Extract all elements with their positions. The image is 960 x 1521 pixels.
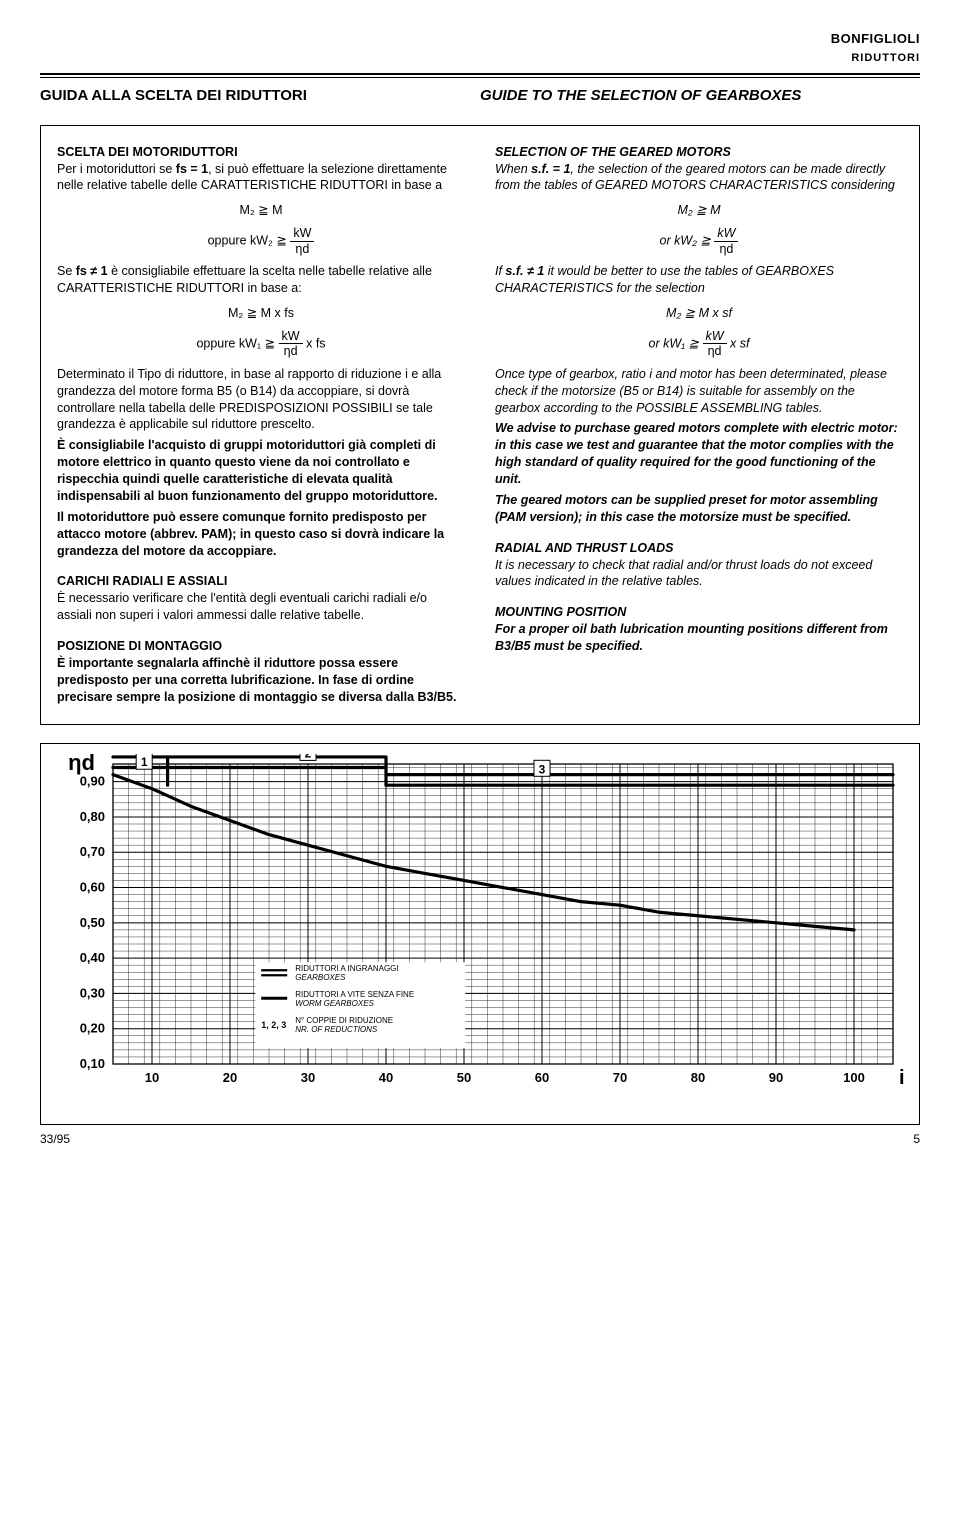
l-frac2-num: kW <box>279 330 303 345</box>
rule-top <box>40 73 920 75</box>
r-f2a: M₂ ≧ M x sf <box>495 305 903 322</box>
l-h3: POSIZIONE DI MONTAGGIO <box>57 639 222 653</box>
r-f1a: M₂ ≧ M <box>495 202 903 219</box>
l-p2a: Se <box>57 264 76 278</box>
r-h1: SELECTION OF THE GEARED MOTORS <box>495 145 731 159</box>
r-p3: Once type of gearbox, ratio i and motor … <box>495 366 903 417</box>
svg-text:WORM GEARBOXES: WORM GEARBOXES <box>295 999 374 1008</box>
r-p2b: s.f. ≠ 1 <box>505 264 544 278</box>
r-h2: RADIAL AND THRUST LOADS <box>495 541 673 555</box>
svg-text:2: 2 <box>305 754 312 760</box>
r-frac-num: kW <box>714 227 738 242</box>
r-p6: It is necessary to check that radial and… <box>495 558 872 589</box>
l-p1a: Per i motoriduttori se <box>57 162 176 176</box>
l-p2c: è consigliabile effettuare la scelta nel… <box>57 264 432 295</box>
main-content-box: SCELTA DEI MOTORIDUTTORI Per i motoridut… <box>40 125 920 725</box>
l-p7: È importante segnalarla affinchè il ridu… <box>57 656 456 704</box>
col-left: SCELTA DEI MOTORIDUTTORI Per i motoridut… <box>57 140 465 710</box>
l-frac2-den: ηd <box>279 344 303 358</box>
l-h2: CARICHI RADIALI E ASSIALI <box>57 574 227 588</box>
title-right: GUIDE TO THE SELECTION OF GEARBOXES <box>480 86 920 106</box>
svg-text:N° COPPIE DI RIDUZIONE: N° COPPIE DI RIDUZIONE <box>295 1016 393 1025</box>
svg-text:NR. OF REDUCTIONS: NR. OF REDUCTIONS <box>295 1025 378 1034</box>
r-p1a: When <box>495 162 531 176</box>
svg-text:0,40: 0,40 <box>80 950 105 965</box>
chart-box: 10 20 30 40 50 60 70 80 90 100 0,10 0,20 0,30 0,40 0,5… <box>40 743 920 1125</box>
l-frac-den: ηd <box>290 242 314 256</box>
svg-text:1: 1 <box>141 755 148 769</box>
r-p7: For a proper oil bath lubrication mounti… <box>495 622 888 653</box>
l-h1: SCELTA DEI MOTORIDUTTORI <box>57 145 238 159</box>
l-p2b: fs ≠ 1 <box>76 264 108 278</box>
l-frac-num: kW <box>290 227 314 242</box>
svg-text:0,10: 0,10 <box>80 1056 105 1071</box>
col-right: SELECTION OF THE GEARED MOTORS When s.f.… <box>495 140 903 710</box>
l-f1b: oppure kW₂ ≧ kWηd <box>57 227 465 255</box>
l-f2a: M₂ ≧ M x fs <box>57 305 465 322</box>
l-p5: Il motoriduttore può essere comunque for… <box>57 509 465 560</box>
l-f1b-pre: oppure kW₂ ≧ <box>208 233 291 247</box>
svg-text:1, 2, 3: 1, 2, 3 <box>261 1020 286 1030</box>
l-p6: È necessario verificare che l'entità deg… <box>57 591 427 622</box>
l-f2b: oppure kW₁ ≧ kWηd x fs <box>57 330 465 358</box>
r-p5: The geared motors can be supplied preset… <box>495 492 903 526</box>
svg-text:3: 3 <box>539 762 546 776</box>
svg-text:20: 20 <box>223 1070 237 1085</box>
r-p4: We advise to purchase geared motors comp… <box>495 420 903 488</box>
svg-text:0,30: 0,30 <box>80 985 105 1000</box>
svg-text:0,70: 0,70 <box>80 844 105 859</box>
brand-line1: BONFIGLIOLI <box>831 31 920 46</box>
svg-text:30: 30 <box>301 1070 315 1085</box>
svg-text:10: 10 <box>145 1070 159 1085</box>
svg-text:0,90: 0,90 <box>80 773 105 788</box>
svg-text:RIDUTTORI A INGRANAGGI: RIDUTTORI A INGRANAGGI <box>295 964 398 973</box>
svg-text:i: i <box>899 1067 905 1089</box>
svg-text:0,50: 0,50 <box>80 914 105 929</box>
l-f1a: M₂ ≧ M <box>57 202 465 219</box>
r-f2b-pre: or kW₁ ≧ <box>649 336 703 350</box>
r-frac2-num: kW <box>703 330 727 345</box>
r-p1b: s.f. = 1 <box>531 162 570 176</box>
r-f1b-pre: or kW₂ ≧ <box>660 233 715 247</box>
r-p2c: it would be better to use the tables of … <box>495 264 834 295</box>
r-p2a: If <box>495 264 505 278</box>
r-h3: MOUNTING POSITION <box>495 605 626 619</box>
l-p4: È consigliabile l'acquisto di gruppi mot… <box>57 437 465 505</box>
page-titles: GUIDA ALLA SCELTA DEI RIDUTTORI GUIDE TO… <box>40 86 920 106</box>
l-f2b-suf: x fs <box>306 336 325 350</box>
r-frac2-den: ηd <box>703 344 727 358</box>
svg-text:100: 100 <box>843 1070 865 1085</box>
svg-text:0,60: 0,60 <box>80 879 105 894</box>
rule-thin <box>40 77 920 78</box>
brand-line2: RIDUTTORI <box>851 52 920 64</box>
svg-text:ηd: ηd <box>68 754 95 775</box>
l-p1b: fs = 1 <box>176 162 208 176</box>
r-f2b: or kW₁ ≧ kWηd x sf <box>495 330 903 358</box>
svg-text:RIDUTTORI A VITE SENZA FINE: RIDUTTORI A VITE SENZA FINE <box>295 990 414 999</box>
svg-text:50: 50 <box>457 1070 471 1085</box>
brand-logo: BONFIGLIOLI RIDUTTORI <box>40 30 920 65</box>
r-f1b: or kW₂ ≧ kWηd <box>495 227 903 255</box>
svg-text:70: 70 <box>613 1070 627 1085</box>
l-p3: Determinato il Tipo di riduttore, in bas… <box>57 366 465 434</box>
r-frac-den: ηd <box>714 242 738 256</box>
svg-text:0,20: 0,20 <box>80 1020 105 1035</box>
r-f2b-suf: x sf <box>730 336 749 350</box>
footer-left: 33/95 <box>40 1131 70 1147</box>
svg-text:40: 40 <box>379 1070 393 1085</box>
title-left: GUIDA ALLA SCELTA DEI RIDUTTORI <box>40 86 480 106</box>
svg-text:80: 80 <box>691 1070 705 1085</box>
page-footer: 33/95 5 <box>40 1131 920 1147</box>
l-f2b-pre: oppure kW₁ ≧ <box>196 336 278 350</box>
svg-text:GEARBOXES: GEARBOXES <box>295 973 346 982</box>
svg-text:0,80: 0,80 <box>80 808 105 823</box>
svg-text:60: 60 <box>535 1070 549 1085</box>
svg-text:90: 90 <box>769 1070 783 1085</box>
footer-right: 5 <box>913 1131 920 1147</box>
efficiency-chart: 10 20 30 40 50 60 70 80 90 100 0,10 0,20 0,30 0,40 0,5… <box>53 754 913 1120</box>
